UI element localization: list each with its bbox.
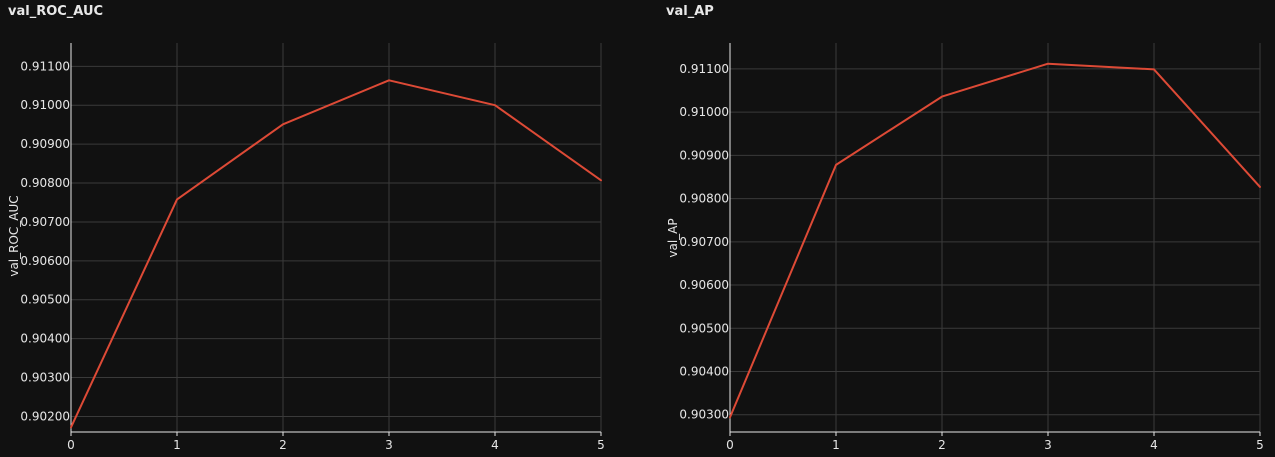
y-tick-label-7: 0.90900	[20, 137, 70, 151]
chart-title-ap: val_AP	[666, 4, 714, 19]
x-tick-label-3: 3	[385, 438, 393, 452]
chart-ap: 0.90300 0.90400 0.90500 0.90600 0.90700 0.908…	[666, 43, 1264, 452]
x-tick-label-0: 0	[726, 438, 734, 452]
y-tick-label-3: 0.90600	[679, 278, 729, 292]
y-axis-label: val_AP	[666, 218, 680, 257]
y-tick-label-1: 0.90400	[679, 364, 729, 378]
series-line-0	[729, 62, 1261, 419]
x-tick-label-2: 2	[938, 438, 946, 452]
y-tick-label-5: 0.90800	[679, 192, 729, 206]
x-tick-label-1: 1	[832, 438, 840, 452]
y-tick-label-6: 0.90800	[20, 176, 70, 190]
x-tick-label-2: 2	[279, 438, 287, 452]
chart-title-roc-auc: val_ROC_AUC	[8, 4, 104, 19]
y-tick-label-2: 0.90400	[20, 332, 70, 346]
chart-roc-auc: 0.90200 0.90300 0.90400 0.90500 0.90600 0.907…	[7, 43, 605, 452]
x-tick-label-3: 3	[1044, 438, 1052, 452]
y-tick-label-8: 0.91100	[679, 62, 729, 76]
x-tick-label-0: 0	[67, 438, 75, 452]
y-tick-label-0: 0.90300	[679, 408, 729, 422]
series-line-0	[70, 79, 602, 429]
y-tick-label-5: 0.90700	[20, 215, 70, 229]
x-tick-label-4: 4	[491, 438, 499, 452]
y-tick-label-6: 0.90900	[679, 148, 729, 162]
y-tick-label-7: 0.91000	[679, 105, 729, 119]
x-tick-label-1: 1	[173, 438, 181, 452]
y-tick-label-2: 0.90500	[679, 321, 729, 335]
y-tick-label-4: 0.90600	[20, 254, 70, 268]
y-axis-label: val_ROC_AUC	[7, 195, 21, 276]
y-tick-label-1: 0.90300	[20, 371, 70, 385]
y-tick-label-3: 0.90500	[20, 293, 70, 307]
y-tick-label-9: 0.91100	[20, 59, 70, 73]
x-tick-label-5: 5	[1256, 438, 1264, 452]
x-tick-label-4: 4	[1150, 438, 1158, 452]
x-tick-label-5: 5	[597, 438, 605, 452]
y-tick-label-8: 0.91000	[20, 98, 70, 112]
y-tick-label-4: 0.90700	[679, 235, 729, 249]
y-tick-label-0: 0.90200	[20, 409, 70, 423]
